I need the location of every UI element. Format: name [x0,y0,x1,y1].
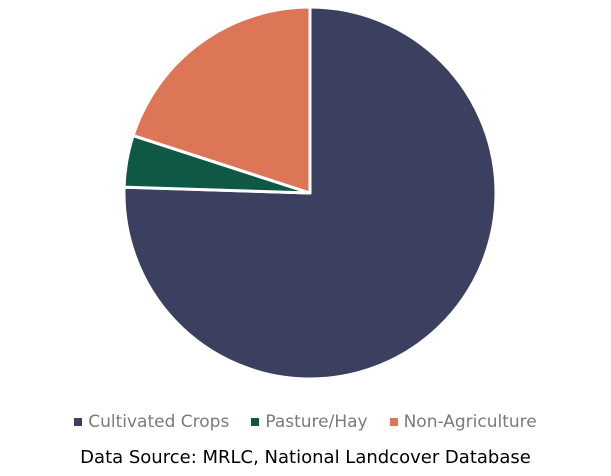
legend: Cultivated Crops Pasture/Hay Non-Agricul… [0,412,611,432]
pie-chart [122,5,498,381]
legend-swatch-cultivated-crops [74,418,83,426]
legend-label-pasture-hay: Pasture/Hay [265,412,368,432]
legend-label-cultivated-crops: Cultivated Crops [88,412,230,432]
legend-item-cultivated-crops: Cultivated Crops [74,412,229,432]
legend-item-pasture-hay: Pasture/Hay [251,412,368,432]
legend-label-non-agriculture: Non-Agriculture [403,412,537,432]
legend-swatch-pasture-hay [251,418,260,426]
pie-slice-non-agriculture [131,5,312,195]
legend-item-non-agriculture: Non-Agriculture [389,412,537,432]
data-source-note: Data Source: MRLC, National Landcover Da… [80,447,531,468]
legend-swatch-non-agriculture [389,418,398,426]
